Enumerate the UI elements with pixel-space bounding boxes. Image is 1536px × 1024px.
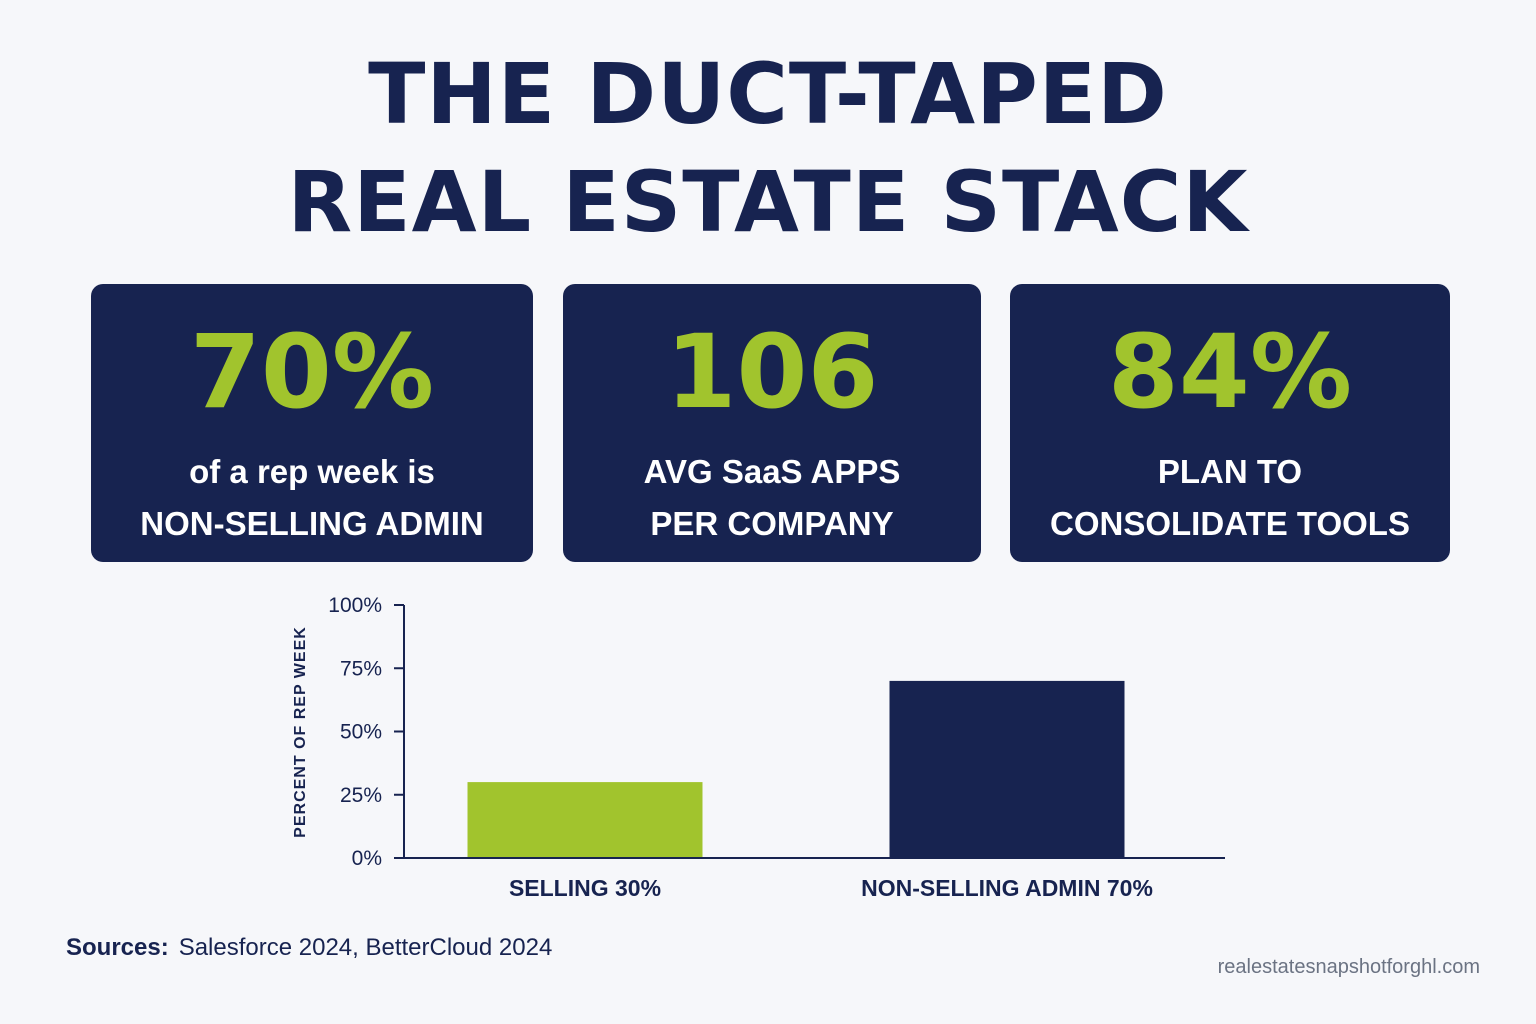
stat-caption-line-2: NON-SELLING ADMIN [140, 505, 484, 542]
y-tick-label: 25% [340, 784, 382, 807]
stat-card-admin-share: 70% of a rep week is NON-SELLING ADMIN [91, 284, 533, 562]
category-label: SELLING 30% [509, 875, 661, 901]
page-title: THE DUCT-TAPED REAL ESTATE STACK [0, 40, 1536, 256]
sources-note: Sources: Salesforce 2024, BetterCloud 202… [66, 934, 552, 962]
bar-1 [467, 782, 703, 858]
y-tick-label: 75% [340, 657, 382, 680]
stat-caption-line-1: AVG SaaS APPS [643, 453, 901, 490]
stat-value: 84% [1107, 313, 1353, 432]
y-tick-label: 0% [352, 847, 382, 870]
sources-label: Sources: [66, 934, 169, 961]
stat-cards: 70% of a rep week is NON-SELLING ADMIN 1… [0, 284, 1536, 562]
title-line-1: THE DUCT-TAPED [368, 45, 1168, 143]
stat-caption-line-1: of a rep week is [189, 453, 435, 490]
stat-value: 106 [665, 313, 879, 432]
y-tick-label: 100% [328, 594, 382, 617]
site-url: realestatesnapshotforghl.com [1217, 956, 1480, 978]
y-tick-label: 50% [340, 721, 382, 744]
y-axis-title: PERCENT OF REP WEEK [292, 626, 309, 838]
stat-caption: AVG SaaS APPS PER COMPANY [563, 446, 981, 550]
stat-caption-line-2: CONSOLIDATE TOOLS [1050, 505, 1410, 542]
stat-caption-line-2: PER COMPANY [650, 505, 894, 542]
stat-card-saas-apps: 106 AVG SaaS APPS PER COMPANY [563, 284, 981, 562]
category-label: NON-SELLING ADMIN 70% [861, 875, 1153, 901]
stat-card-consolidate: 84% PLAN TO CONSOLIDATE TOOLS [1010, 284, 1450, 562]
stat-caption-line-1: PLAN TO [1157, 453, 1303, 490]
stat-value: 70% [189, 313, 435, 432]
bar-2 [889, 680, 1125, 858]
stat-caption: of a rep week is NON-SELLING ADMIN [91, 446, 533, 550]
stat-caption: PLAN TO CONSOLIDATE TOOLS [1010, 446, 1450, 550]
sources-text: Salesforce 2024, BetterCloud 2024 [178, 934, 553, 961]
title-line-2: REAL ESTATE STACK [287, 153, 1249, 251]
